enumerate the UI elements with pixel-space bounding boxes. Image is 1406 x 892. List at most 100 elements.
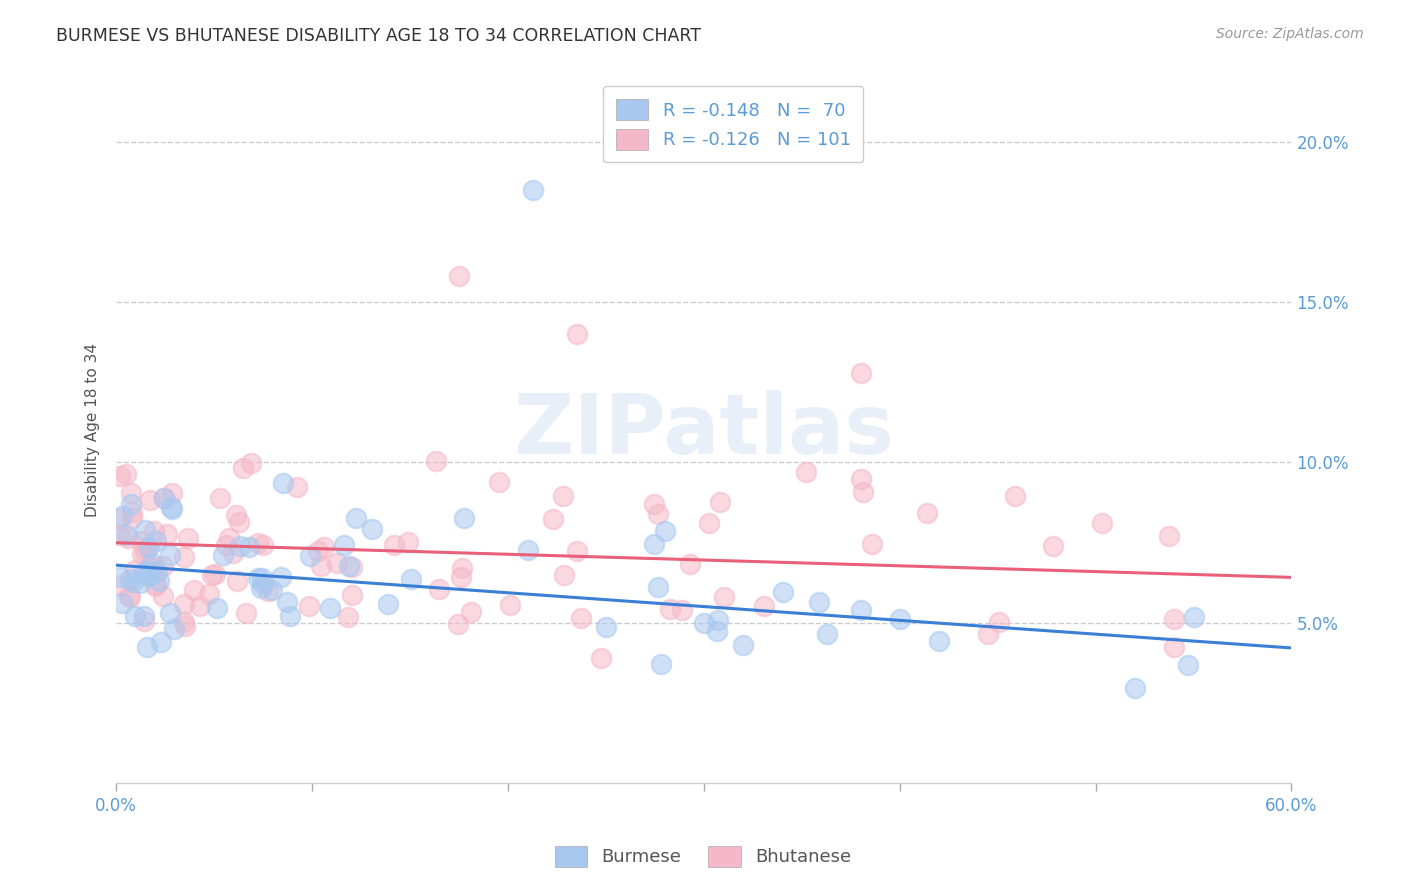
Point xyxy=(447,269,470,284)
Point xyxy=(208,491,231,506)
Point xyxy=(124,563,146,577)
Point xyxy=(595,620,617,634)
Point xyxy=(460,606,482,620)
Point xyxy=(111,596,134,610)
Text: BURMESE VS BHUTANESE DISABILITY AGE 18 TO 34 CORRELATION CHART: BURMESE VS BHUTANESE DISABILITY AGE 18 T… xyxy=(56,27,702,45)
Point xyxy=(215,538,238,552)
Point xyxy=(451,561,474,575)
Point xyxy=(201,567,224,582)
Point xyxy=(298,549,321,563)
Point xyxy=(1123,681,1146,696)
Point xyxy=(852,484,875,499)
Point xyxy=(131,547,153,561)
Point xyxy=(271,475,294,490)
Point xyxy=(252,576,274,591)
Y-axis label: Disability Age 18 to 34: Disability Age 18 to 34 xyxy=(86,343,100,517)
Point xyxy=(808,595,831,609)
Point xyxy=(225,508,247,523)
Point xyxy=(159,606,181,620)
Point xyxy=(659,602,682,616)
Point xyxy=(146,565,169,579)
Point xyxy=(132,614,155,628)
Point xyxy=(145,579,167,593)
Point xyxy=(889,612,911,626)
Point xyxy=(706,624,728,639)
Point xyxy=(238,540,260,554)
Point xyxy=(124,609,146,624)
Point xyxy=(148,574,170,588)
Point xyxy=(849,366,872,380)
Point xyxy=(173,597,195,611)
Point xyxy=(849,603,872,617)
Point xyxy=(198,587,221,601)
Point xyxy=(117,531,139,545)
Point xyxy=(312,540,335,554)
Point xyxy=(132,609,155,624)
Legend: R = -0.148   N =  70, R = -0.126   N = 101: R = -0.148 N = 70, R = -0.126 N = 101 xyxy=(603,87,863,162)
Point xyxy=(120,496,142,510)
Point xyxy=(149,635,172,649)
Point xyxy=(849,471,872,485)
Point xyxy=(450,570,472,584)
Point xyxy=(110,468,132,483)
Point xyxy=(120,591,142,605)
Point xyxy=(1004,489,1026,503)
Point xyxy=(815,627,838,641)
Point xyxy=(307,544,329,558)
Point xyxy=(297,599,319,613)
Point xyxy=(344,511,367,525)
Point xyxy=(671,603,693,617)
Point xyxy=(643,497,665,511)
Point xyxy=(772,584,794,599)
Point xyxy=(141,559,163,574)
Point xyxy=(325,556,347,570)
Point xyxy=(132,566,155,580)
Point xyxy=(142,524,165,538)
Point xyxy=(145,533,167,548)
Point xyxy=(135,564,157,578)
Point xyxy=(114,528,136,542)
Point xyxy=(731,638,754,652)
Point xyxy=(141,556,163,570)
Point xyxy=(384,538,406,552)
Point xyxy=(647,507,669,521)
Point xyxy=(120,572,142,586)
Point xyxy=(337,558,360,573)
Point xyxy=(232,461,254,475)
Point xyxy=(707,613,730,627)
Point xyxy=(135,640,157,654)
Point xyxy=(396,534,419,549)
Point xyxy=(156,527,179,541)
Point xyxy=(134,523,156,537)
Point xyxy=(129,534,152,549)
Point xyxy=(650,657,672,671)
Text: Source: ZipAtlas.com: Source: ZipAtlas.com xyxy=(1216,27,1364,41)
Point xyxy=(160,500,183,514)
Point xyxy=(145,577,167,591)
Point xyxy=(977,626,1000,640)
Point xyxy=(377,597,399,611)
Point xyxy=(553,567,575,582)
Point xyxy=(928,634,950,648)
Point xyxy=(643,536,665,550)
Point xyxy=(204,566,226,581)
Point xyxy=(425,454,447,468)
Point xyxy=(447,616,470,631)
Point xyxy=(1182,610,1205,624)
Point xyxy=(589,651,612,665)
Text: ZIPatlas: ZIPatlas xyxy=(513,390,894,471)
Point xyxy=(134,545,156,559)
Point xyxy=(120,486,142,500)
Point xyxy=(107,512,129,526)
Point xyxy=(108,578,131,592)
Point xyxy=(693,615,716,630)
Point xyxy=(212,549,235,563)
Point xyxy=(183,582,205,597)
Point xyxy=(152,589,174,603)
Point xyxy=(139,493,162,508)
Point xyxy=(188,599,211,614)
Point xyxy=(318,601,340,615)
Point xyxy=(252,538,274,552)
Point xyxy=(174,619,197,633)
Point xyxy=(262,583,284,598)
